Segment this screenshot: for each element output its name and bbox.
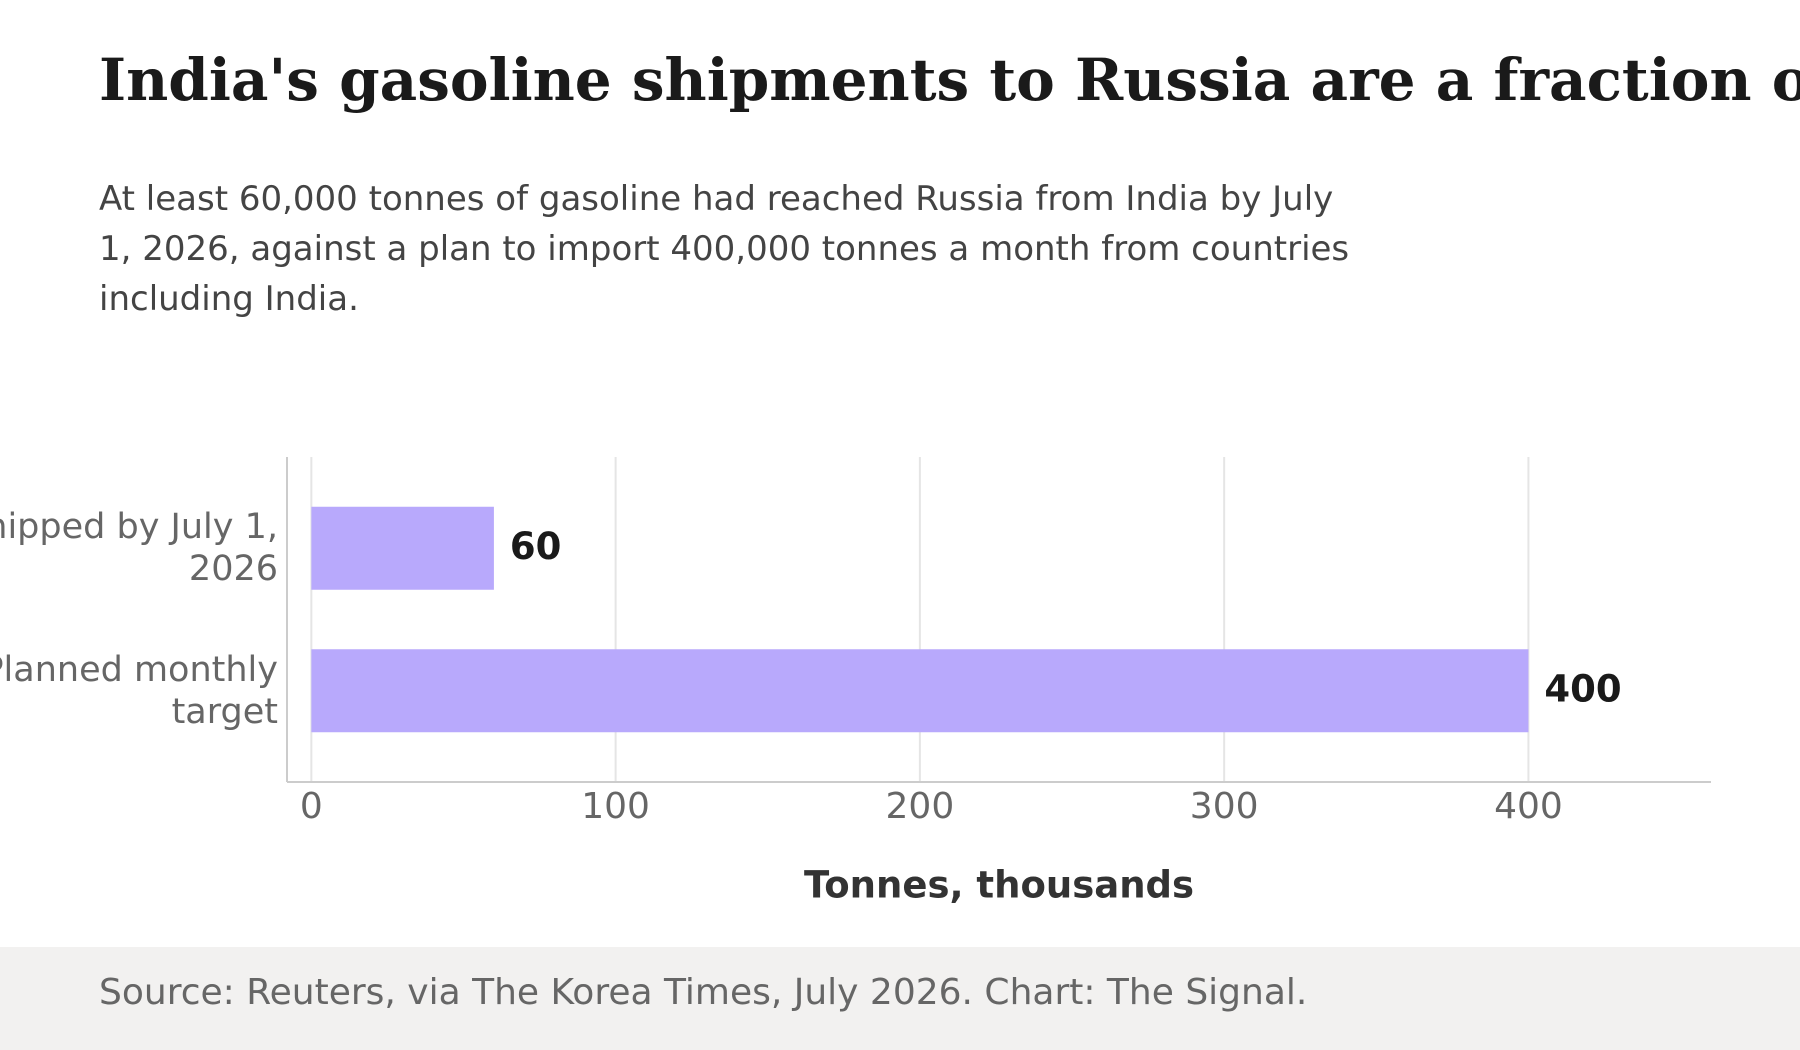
x-tick-label: 200	[886, 786, 955, 827]
x-tick-label: 0	[300, 786, 323, 827]
x-tick-label: 400	[1494, 786, 1563, 827]
x-tick-label: 300	[1190, 786, 1259, 827]
source-note: Source: Reuters, via The Korea Times, Ju…	[99, 972, 1308, 1013]
bar	[311, 649, 1529, 733]
bar	[311, 506, 494, 590]
x-tick-label: 100	[581, 786, 650, 827]
chart: 0 100 200 300 400 Tonnes, thousands 60 400	[286, 457, 1711, 907]
y-tick-label: Shipped by July 1, 2026	[0, 507, 278, 590]
chart-title: India's gasoline shipments to Russia are…	[99, 46, 1800, 114]
y-tick-label: Planned monthly target	[0, 649, 278, 732]
value-label: 60	[510, 525, 562, 568]
chart-subtitle: At least 60,000 tonnes of gasoline had r…	[99, 179, 1350, 319]
footer	[0, 947, 1800, 1050]
x-axis-title: Tonnes, thousands	[804, 864, 1194, 907]
value-label: 400	[1544, 667, 1621, 710]
